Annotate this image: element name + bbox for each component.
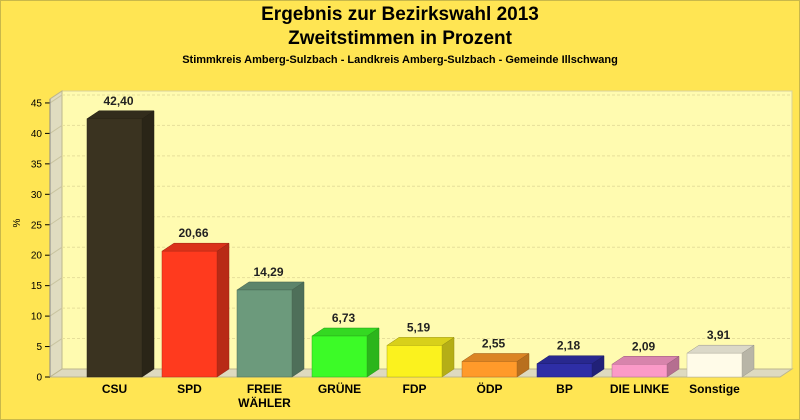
x-tick-label: FDP bbox=[403, 382, 427, 396]
gridline-side bbox=[49, 216, 63, 226]
bar-value-label: 3,91 bbox=[707, 328, 731, 342]
y-tick-label: 25 bbox=[31, 220, 43, 231]
x-tick-label: CSU bbox=[102, 382, 127, 396]
bar bbox=[161, 250, 218, 378]
y-tick-label: 10 bbox=[31, 312, 43, 323]
bar-top bbox=[461, 353, 530, 362]
bar-value-label: 42,40 bbox=[103, 94, 133, 108]
bar-value-label: 5,19 bbox=[407, 320, 431, 334]
gridline-side bbox=[49, 338, 63, 347]
x-tick-label: Sonstige bbox=[689, 382, 740, 396]
x-tick-label: DIE LINKE bbox=[610, 382, 669, 396]
gridline-side bbox=[49, 124, 63, 134]
y-tick-label: 30 bbox=[31, 190, 43, 201]
x-tick-label: WÄHLER bbox=[238, 395, 291, 410]
chart-caption: Stimmkreis Amberg-Sulzbach - Landkreis A… bbox=[182, 54, 618, 66]
y-tick-label: 45 bbox=[31, 98, 43, 109]
gridline-side bbox=[49, 277, 63, 287]
bar-value-label: 2,18 bbox=[557, 339, 581, 353]
bar-side bbox=[366, 327, 380, 378]
x-tick-label: FREIE bbox=[247, 382, 282, 396]
gridline-side bbox=[49, 155, 63, 165]
bar-top bbox=[86, 110, 155, 120]
gridline-side bbox=[49, 185, 63, 195]
bar bbox=[386, 345, 443, 378]
x-tick-label: ÖDP bbox=[476, 381, 502, 396]
bar-top bbox=[236, 281, 305, 291]
bar-top bbox=[311, 327, 380, 337]
chart-subtitle: Zweitstimmen in Prozent bbox=[288, 28, 512, 49]
bar bbox=[461, 361, 518, 378]
bar-value-label: 14,29 bbox=[253, 265, 283, 279]
bar bbox=[536, 363, 593, 378]
gridline-side bbox=[49, 246, 63, 256]
plot-side-wall bbox=[49, 90, 63, 378]
gridline-side bbox=[49, 307, 63, 317]
bar-top bbox=[686, 344, 755, 354]
bar-side bbox=[141, 110, 155, 378]
bar-value-label: 6,73 bbox=[332, 311, 356, 325]
bar-side bbox=[216, 242, 230, 378]
bar-side bbox=[291, 281, 305, 378]
x-tick-label: SPD bbox=[177, 382, 202, 396]
y-tick-label: 15 bbox=[31, 281, 43, 292]
y-tick-label: 0 bbox=[36, 373, 42, 384]
bar bbox=[686, 352, 743, 378]
bar-value-label: 20,66 bbox=[178, 226, 208, 240]
x-tick-label: BP bbox=[556, 382, 573, 396]
y-axis-label: % bbox=[12, 218, 23, 227]
bar bbox=[86, 118, 143, 378]
bar-top bbox=[161, 242, 230, 252]
y-tick-label: 20 bbox=[31, 251, 43, 262]
y-tick-label: 40 bbox=[31, 129, 43, 140]
bar-top bbox=[386, 337, 455, 346]
bar bbox=[311, 335, 368, 378]
chart-title: Ergebnis zur Bezirkswahl 2013 bbox=[261, 4, 539, 25]
bar-top bbox=[536, 355, 605, 364]
bar-top bbox=[611, 356, 680, 365]
y-tick-label: 35 bbox=[31, 159, 43, 170]
bar bbox=[611, 364, 668, 378]
gridline-side bbox=[49, 94, 63, 104]
bar bbox=[236, 289, 293, 378]
bar-value-label: 2,55 bbox=[482, 336, 506, 350]
bar-value-label: 2,09 bbox=[632, 339, 656, 353]
x-tick-label: GRÜNE bbox=[318, 381, 361, 396]
y-tick-label: 5 bbox=[36, 342, 42, 353]
